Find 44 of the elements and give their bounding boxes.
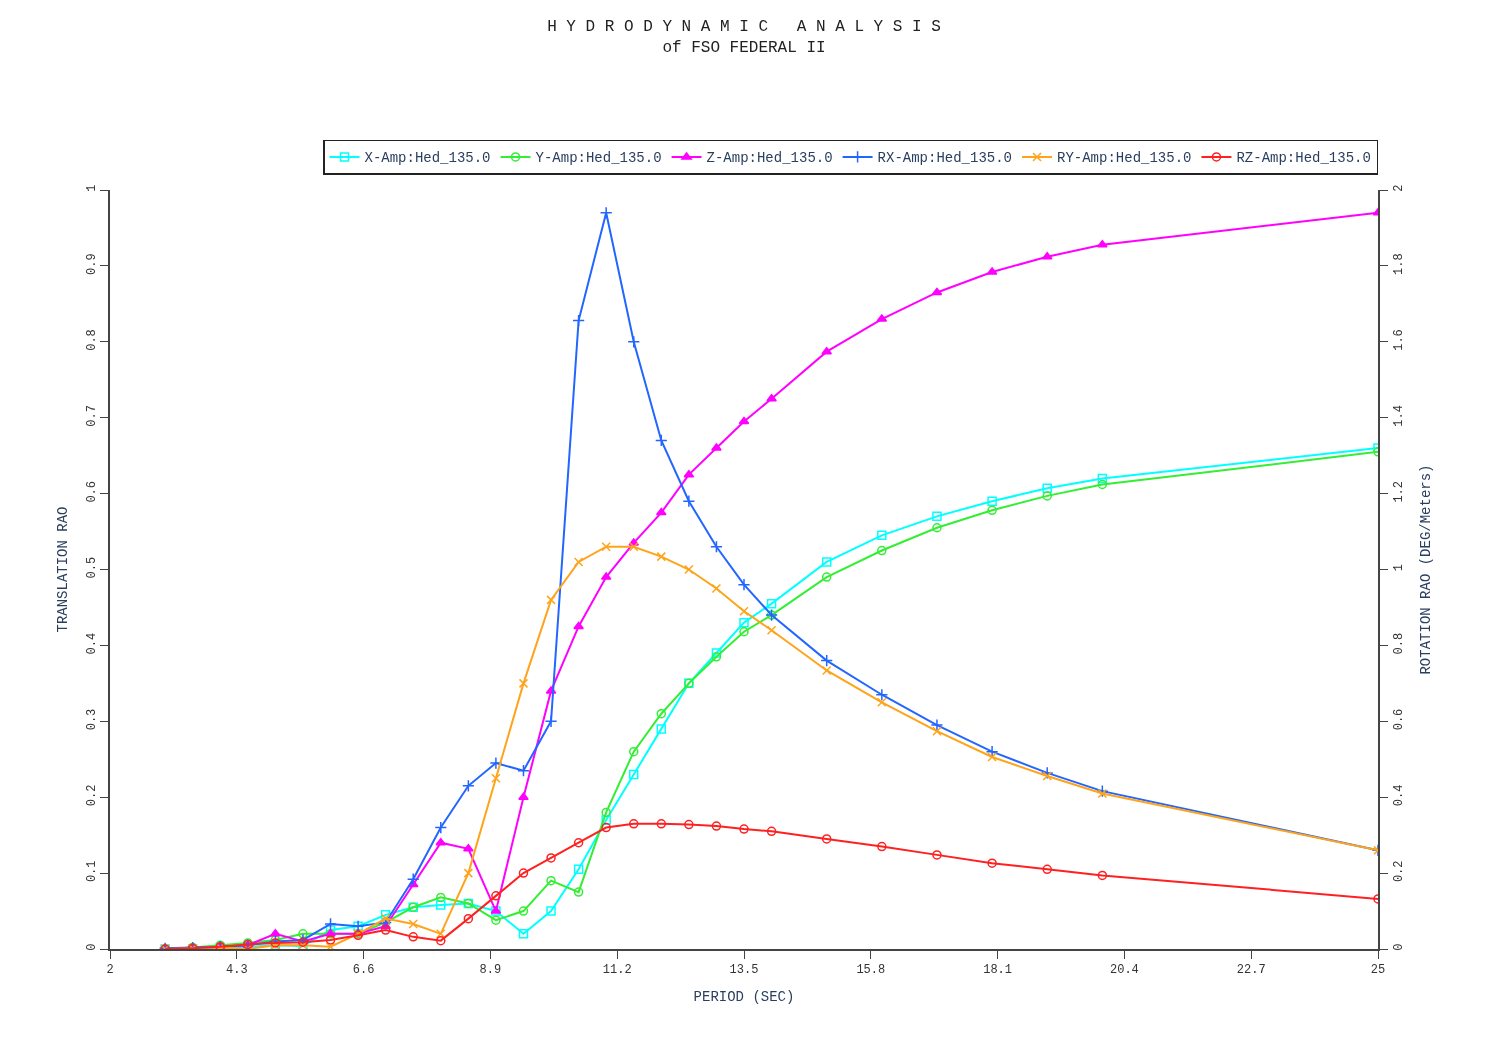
x-tick-label: 18.1	[983, 963, 1013, 978]
x-tick-label: 11.2	[602, 963, 632, 978]
y2-tick-label: 0.8	[1392, 632, 1407, 655]
y-tick-label: 0	[85, 943, 100, 951]
y-tick-label: 0.2	[85, 784, 100, 807]
y2-tick-label: 2	[1392, 184, 1407, 192]
x-tick-label: 20.4	[1109, 963, 1139, 978]
y-tick-label: 0.7	[85, 405, 100, 427]
y-axis-title: TRANSLATION RAO	[54, 506, 71, 633]
legend-label: Y-Amp:Hed_135.0	[535, 150, 662, 167]
y-tick-label: 0.3	[85, 708, 100, 731]
legend-label: Z-Amp:Hed_135.0	[706, 150, 833, 167]
y2-tick-label: 0.6	[1392, 708, 1407, 731]
y-tick-label: 0.1	[85, 860, 100, 883]
legend-label: RX-Amp:Hed_135.0	[877, 150, 1013, 167]
y2-tick-label: 1	[1392, 564, 1407, 572]
x-tick-label: 6.6	[352, 963, 375, 978]
legend-label: X-Amp:Hed_135.0	[364, 150, 491, 167]
y-tick-label: 0.9	[85, 253, 100, 275]
x-tick-label: 8.9	[479, 963, 502, 978]
x-tick-label: 2	[106, 963, 114, 978]
legend-label: RZ-Amp:Hed_135.0	[1236, 150, 1371, 167]
y-tick-label: 1	[85, 184, 100, 192]
y2-tick-label: 0.2	[1392, 860, 1407, 883]
y2-tick-label: 0	[1392, 943, 1407, 951]
x-tick-label: 13.5	[729, 963, 759, 978]
y-tick-label: 0.4	[85, 632, 100, 655]
y2-tick-label: 1.2	[1392, 481, 1407, 503]
x-tick-label: 25	[1370, 963, 1386, 978]
y2-tick-label: 1.6	[1392, 329, 1407, 351]
x-axis-title: PERIOD (SEC)	[693, 988, 795, 1005]
x-tick-label: 22.7	[1236, 963, 1266, 978]
y2-tick-label: 1.8	[1392, 253, 1407, 275]
x-tick-label: 15.8	[856, 963, 886, 978]
y2-axis-title: ROTATION RAO (DEG/Meters)	[1417, 464, 1434, 675]
y2-tick-label: 1.4	[1392, 405, 1407, 427]
chart-title: H Y D R O D Y N A M I C A N A L Y S I S	[547, 18, 941, 37]
y-tick-label: 0.8	[85, 329, 100, 351]
y-tick-label: 0.5	[85, 556, 100, 579]
chart-subtitle: of FSO FEDERAL II	[662, 39, 826, 58]
y2-tick-label: 0.4	[1392, 784, 1407, 807]
legend-label: RY-Amp:Hed_135.0	[1057, 150, 1192, 167]
y-tick-label: 0.6	[85, 481, 100, 503]
x-tick-label: 4.3	[226, 963, 248, 978]
